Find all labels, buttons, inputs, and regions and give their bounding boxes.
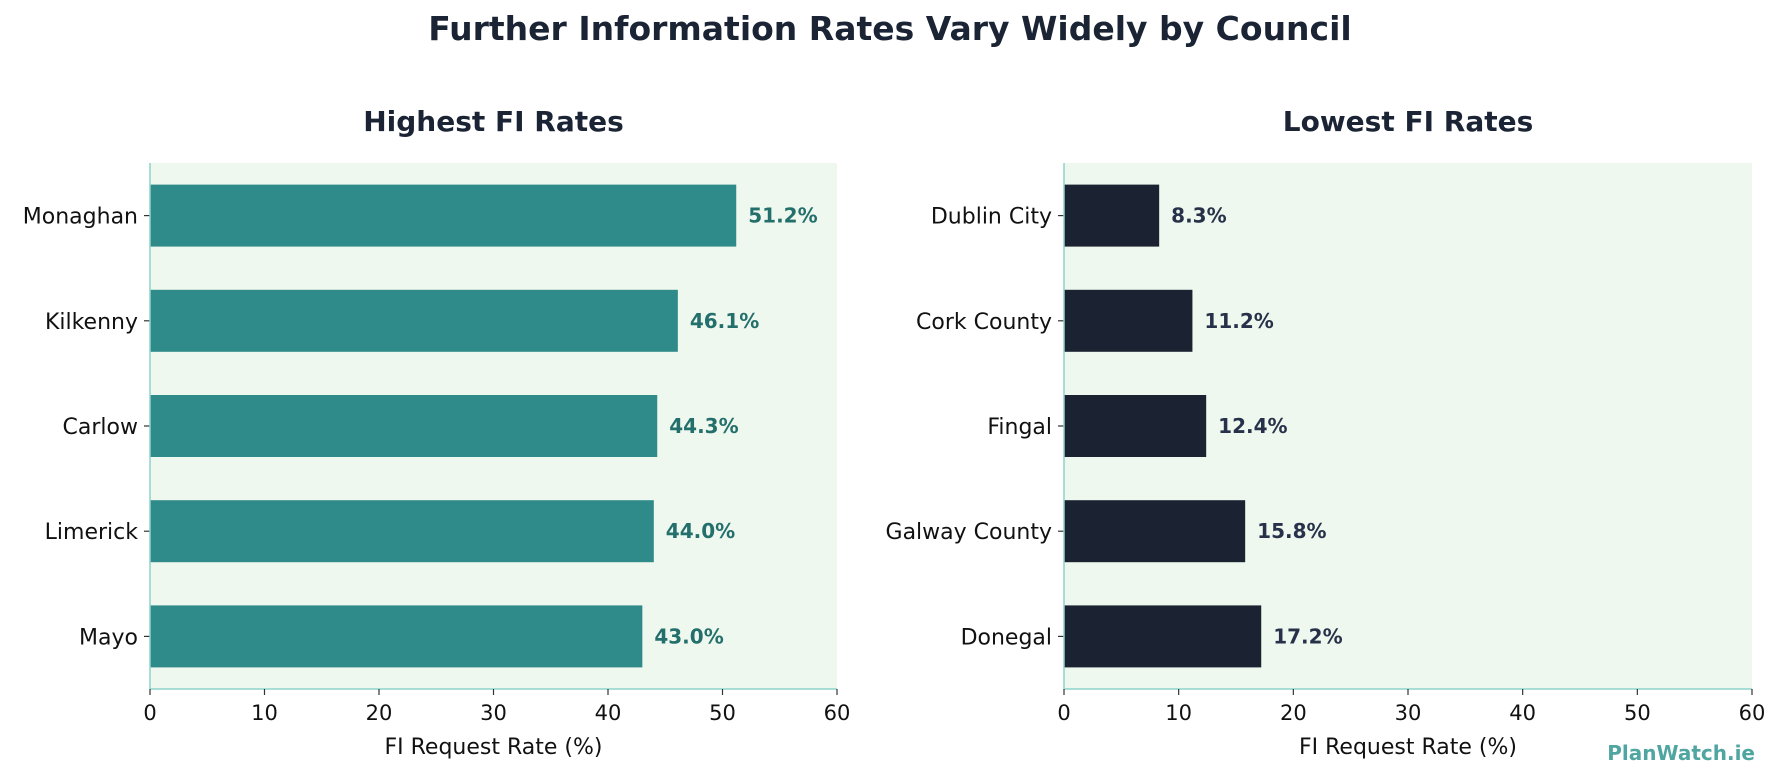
x-axis-label: FI Request Rate (%) [1299, 735, 1517, 760]
x-tick-label: 10 [1165, 701, 1192, 725]
x-axis-label: FI Request Rate (%) [384, 735, 602, 760]
panel-title: Lowest FI Rates [1283, 105, 1534, 138]
value-label: 43.0% [654, 624, 723, 648]
value-label: 15.8% [1257, 519, 1326, 543]
bar-fingal [1064, 395, 1207, 457]
category-label: Dublin City [931, 205, 1052, 230]
value-label: 11.2% [1204, 309, 1273, 333]
chart-panel-2: Lowest FI Rates Dublin City 8.3% Cork Count… [886, 105, 1766, 760]
bar-limerick [150, 500, 654, 563]
x-tick-label: 20 [366, 701, 393, 725]
value-label: 46.1% [690, 309, 759, 333]
x-tick-label: 50 [1624, 701, 1651, 725]
category-label: Cork County [916, 310, 1052, 335]
value-label: 12.4% [1218, 414, 1287, 438]
chart-panel-1: Highest FI Rates Monaghan 51.2% Kilkenny 46.… [23, 105, 851, 760]
panel-title: Highest FI Rates [363, 105, 624, 138]
bar-cork-county [1064, 289, 1193, 352]
value-label: 44.0% [666, 519, 735, 543]
value-label: 44.3% [669, 414, 738, 438]
category-label: Fingal [987, 415, 1052, 440]
x-tick-label: 50 [709, 701, 736, 725]
category-label: Donegal [961, 625, 1052, 650]
category-label: Galway County [886, 520, 1052, 545]
x-tick-label: 10 [251, 701, 278, 725]
x-tick-label: 60 [1739, 701, 1766, 725]
category-label: Kilkenny [45, 310, 138, 335]
x-tick-label: 0 [143, 701, 156, 725]
bar-donegal [1064, 605, 1262, 668]
x-tick-label: 30 [480, 701, 507, 725]
bar-monaghan [150, 184, 737, 247]
bar-dublin-city [1064, 184, 1160, 247]
panels: Highest FI Rates Monaghan 51.2% Kilkenny 46.… [23, 105, 1766, 760]
x-tick-label: 0 [1057, 701, 1070, 725]
watermark: PlanWatch.ie [1607, 741, 1755, 765]
value-label: 17.2% [1273, 624, 1342, 648]
figure-title: Further Information Rates Vary Widely by… [428, 9, 1352, 48]
value-label: 8.3% [1171, 204, 1226, 228]
value-label: 51.2% [748, 204, 817, 228]
bar-galway-county [1064, 500, 1246, 563]
x-tick-label: 30 [1395, 701, 1422, 725]
x-tick-label: 20 [1280, 701, 1307, 725]
category-label: Limerick [45, 520, 139, 545]
bar-carlow [150, 395, 658, 457]
x-tick-label: 40 [595, 701, 622, 725]
x-tick-label: 60 [824, 701, 851, 725]
bar-mayo [150, 605, 643, 668]
category-label: Monaghan [23, 205, 138, 230]
category-label: Mayo [79, 625, 138, 650]
category-label: Carlow [63, 415, 138, 440]
bar-kilkenny [150, 289, 678, 352]
x-tick-label: 40 [1509, 701, 1536, 725]
